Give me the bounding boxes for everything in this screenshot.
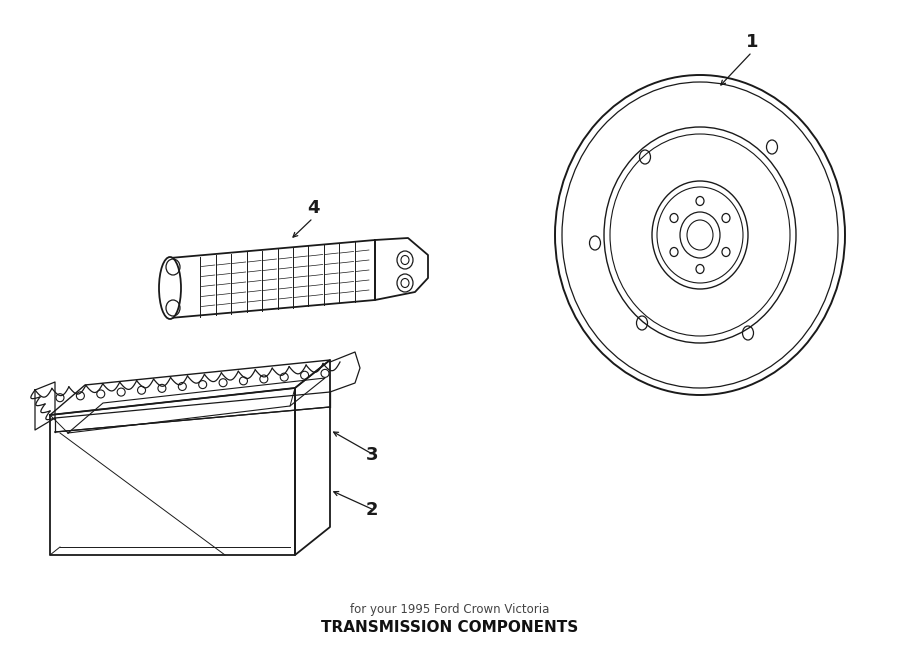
Text: 4: 4 <box>307 199 320 217</box>
Ellipse shape <box>159 257 181 319</box>
Text: for your 1995 Ford Crown Victoria: for your 1995 Ford Crown Victoria <box>350 603 550 617</box>
Text: 2: 2 <box>365 501 378 519</box>
Text: 3: 3 <box>365 446 378 464</box>
Text: 1: 1 <box>746 33 758 51</box>
Text: TRANSMISSION COMPONENTS: TRANSMISSION COMPONENTS <box>321 621 579 635</box>
